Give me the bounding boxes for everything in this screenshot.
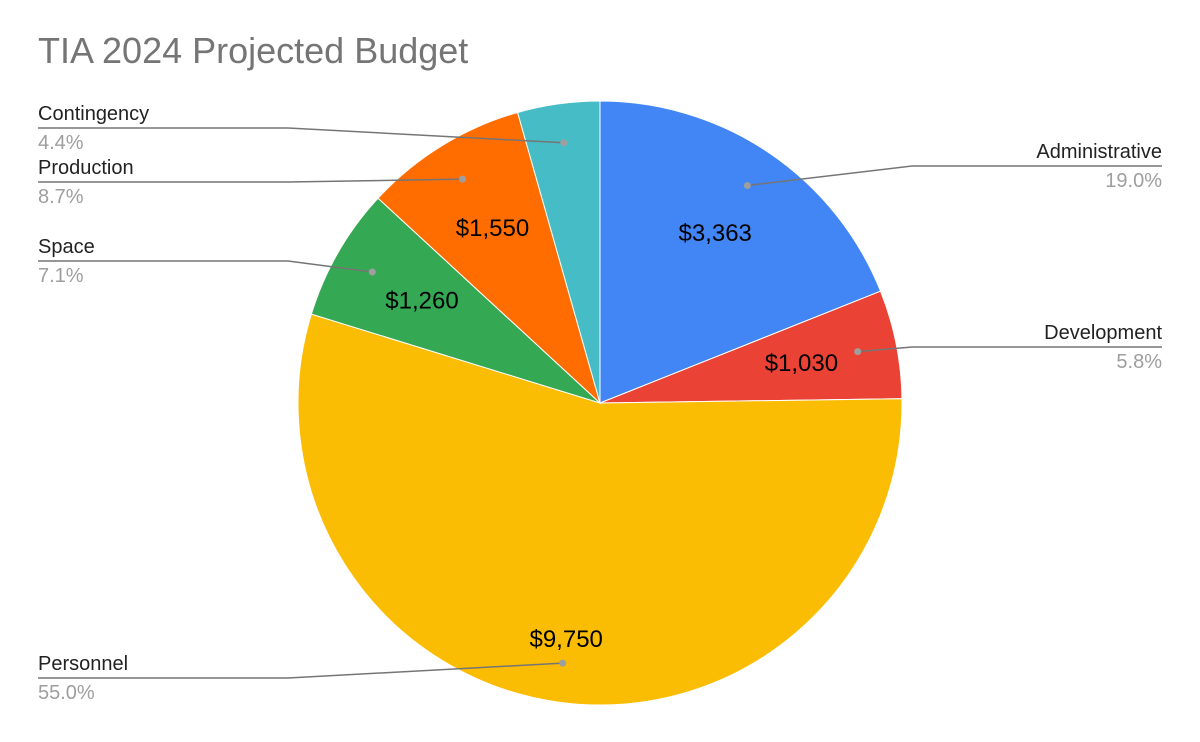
chart-title: TIA 2024 Projected Budget	[38, 30, 469, 71]
slice-percent-label-personnel: 55.0%	[38, 682, 95, 704]
slices-layer	[297, 100, 903, 706]
slice-value-label-administrative: $3,363	[678, 220, 751, 247]
slice-name-label-administrative: Administrative	[1036, 141, 1162, 163]
slice-name-label-production: Production	[38, 157, 134, 179]
slice-percent-label-production: 8.7%	[38, 186, 84, 208]
slice-administrative[interactable]	[599, 100, 882, 404]
slice-percent-label-contingency: 4.4%	[38, 132, 84, 154]
slice-contingency[interactable]	[516, 100, 601, 404]
slice-production[interactable]	[377, 111, 601, 405]
slice-name-label-space: Space	[38, 236, 95, 258]
leader-dot-development	[854, 348, 862, 356]
leader-dot-production	[459, 175, 466, 183]
leader-line-personnel	[38, 662, 563, 679]
labels-layer: $3,363 Administrative 19.0% $1,030 Developme…	[38, 103, 1162, 704]
leader-dot-personnel	[559, 659, 567, 667]
leader-line-production	[38, 178, 463, 183]
slice-percent-label-administrative: 19.0%	[1105, 170, 1162, 192]
slice-value-label-space: $1,260	[385, 288, 458, 315]
leader-dot-contingency	[560, 139, 568, 147]
leader-line-development	[857, 346, 1162, 353]
slice-percent-label-development: 5.8%	[1116, 351, 1162, 373]
slice-name-label-development: Development	[1044, 322, 1162, 344]
leader-dot-administrative	[743, 182, 751, 189]
slice-name-label-contingency: Contingency	[38, 103, 149, 125]
leader-line-space	[38, 260, 373, 273]
leader-line-administrative	[747, 165, 1162, 187]
slice-percent-label-space: 7.1%	[38, 265, 84, 287]
leader-line-contingency	[38, 127, 564, 144]
slice-value-label-production: $1,550	[456, 215, 529, 242]
slice-value-label-personnel: $9,750	[529, 626, 602, 653]
slice-name-label-personnel: Personnel	[38, 653, 128, 675]
leader-lines-layer	[38, 127, 1162, 679]
slice-value-label-development: $1,030	[765, 350, 838, 377]
slice-personnel[interactable]	[297, 313, 903, 706]
leader-dot-space	[368, 268, 376, 276]
slice-space[interactable]	[310, 197, 601, 404]
